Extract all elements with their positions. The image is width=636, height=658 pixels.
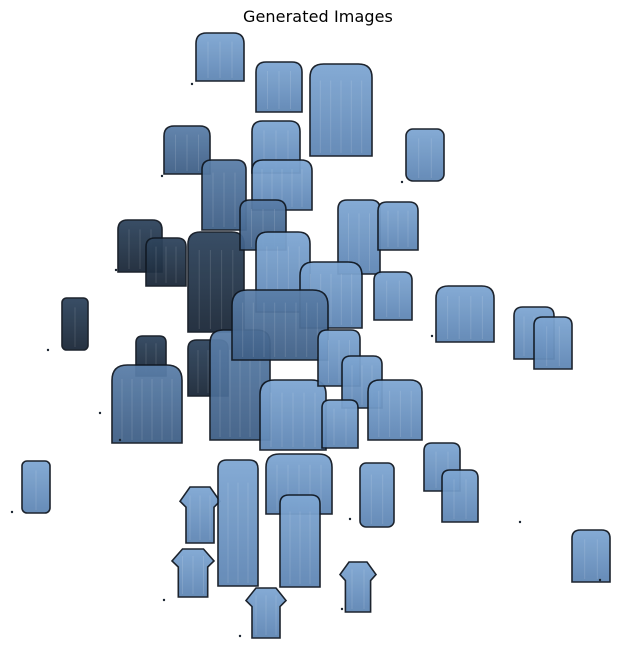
garment-thumbnail (279, 494, 321, 588)
speck-dot (340, 607, 344, 611)
speck-dot (114, 268, 118, 272)
garment-thumbnail (244, 587, 288, 639)
garment-thumbnail (571, 529, 611, 583)
garment-thumbnail (145, 237, 187, 287)
figure-title: Generated Images (242, 7, 393, 26)
garment-thumbnail (338, 561, 378, 613)
garment-thumbnail (321, 399, 359, 449)
garment-thumbnail (170, 548, 216, 598)
generated-images-scatter (10, 32, 611, 639)
speck-dot (118, 438, 122, 442)
garment-thumbnail (359, 462, 395, 528)
speck-dot (598, 578, 602, 582)
speck-dot (190, 82, 194, 86)
garment-thumbnail (111, 364, 183, 444)
garment-thumbnail (178, 486, 222, 544)
garment-thumbnail (367, 379, 423, 441)
garment-thumbnail (435, 285, 495, 343)
speck-dot (518, 520, 522, 524)
garment-thumbnail (217, 459, 259, 587)
garment-thumbnail (309, 63, 373, 157)
garment-thumbnail (61, 297, 89, 351)
garment-thumbnail (533, 316, 573, 370)
speck-dot (238, 634, 242, 638)
speck-dot (46, 348, 50, 352)
speck-dot (430, 334, 434, 338)
garment-thumbnail (373, 271, 413, 321)
garment-thumbnail (405, 128, 445, 182)
garment-thumbnail (255, 61, 303, 113)
garment-thumbnail (441, 469, 479, 523)
speck-dot (348, 517, 352, 521)
garment-thumbnail (195, 32, 245, 82)
speck-dot (162, 598, 166, 602)
speck-dot (10, 510, 14, 514)
garment-thumbnail (21, 460, 51, 514)
speck-dot (98, 411, 102, 415)
garment-thumbnail (231, 289, 329, 361)
speck-dot (400, 180, 404, 184)
garment-thumbnail (251, 159, 313, 211)
image-thumbnails (10, 32, 611, 639)
speck-dot (160, 174, 164, 178)
garment-thumbnail (377, 201, 419, 251)
